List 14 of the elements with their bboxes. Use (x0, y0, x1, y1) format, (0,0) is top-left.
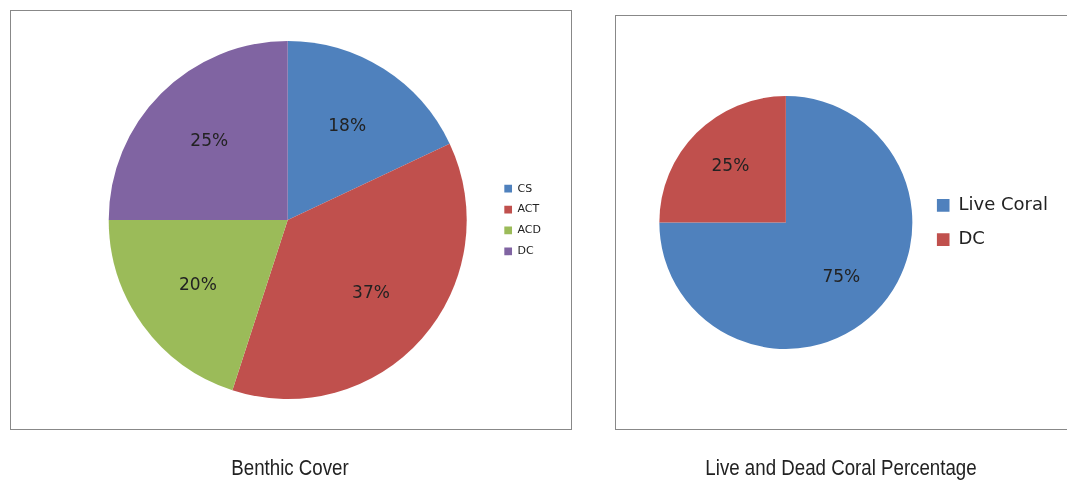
data-label: 25% (711, 155, 750, 176)
data-label: 25% (190, 129, 229, 150)
data-label: 75% (822, 266, 861, 287)
data-label: 18% (328, 114, 367, 135)
legend-label: Live Coral (958, 193, 1049, 215)
legend-label: ACT (517, 202, 540, 216)
legend-label: ACD (517, 223, 541, 237)
text: Benthic Cover (230, 455, 350, 481)
data-label: 37% (352, 281, 390, 302)
legend-label: DC (958, 227, 985, 249)
data-label: 20% (179, 273, 217, 294)
text: Live and Dead Coral Percentage (704, 455, 978, 481)
legend-label: DC (517, 244, 534, 258)
legend-label: CS (517, 181, 533, 195)
